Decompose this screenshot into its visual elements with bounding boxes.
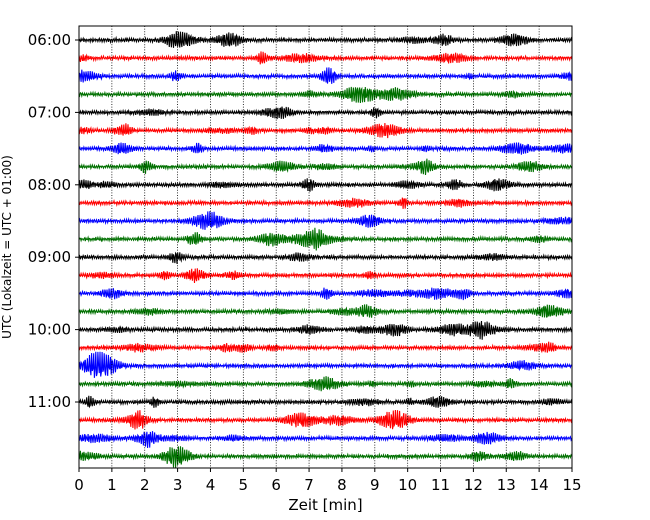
x-tick-label: 10 xyxy=(398,476,417,494)
x-tick-label: 0 xyxy=(74,476,84,494)
plot-frame xyxy=(78,25,573,469)
seismic-trace xyxy=(78,376,573,392)
x-tick-label: 12 xyxy=(464,476,483,494)
x-tick-label: 9 xyxy=(370,476,380,494)
x-tick-label: 15 xyxy=(562,476,581,494)
y-tick-label: 06:00 xyxy=(28,31,71,49)
x-tick-label: 5 xyxy=(239,476,249,494)
x-tick-label: 1 xyxy=(107,476,117,494)
x-tick-label: 3 xyxy=(173,476,183,494)
seismic-trace xyxy=(78,122,573,139)
y-tick-label: 09:00 xyxy=(28,248,71,266)
seismic-trace xyxy=(78,446,573,468)
x-tick-label: 14 xyxy=(530,476,549,494)
seismic-trace xyxy=(78,158,573,176)
x-tick-label: 11 xyxy=(431,476,450,494)
seismic-trace xyxy=(78,211,573,230)
y-tick-label: 07:00 xyxy=(28,103,71,121)
seismic-trace xyxy=(78,227,573,251)
seismic-trace xyxy=(78,178,573,192)
x-tick-label: 6 xyxy=(271,476,281,494)
seismic-trace xyxy=(78,67,573,84)
x-grid xyxy=(111,26,540,468)
seismic-trace xyxy=(78,341,573,354)
seismic-traces xyxy=(78,31,573,468)
y-axis-ticks: 06:00 07:00 08:00 09:00 10:00 11:00 xyxy=(28,31,79,411)
x-axis-ticks: 0 1 2 3 4 5 6 7 8 9 10 11 12 13 14 15 xyxy=(74,468,582,494)
y-tick-label: 11:00 xyxy=(28,393,71,411)
seismic-trace xyxy=(78,287,573,301)
x-tick-label: 7 xyxy=(304,476,314,494)
seismic-trace xyxy=(78,51,573,65)
seismic-trace xyxy=(78,268,573,283)
seismic-trace xyxy=(78,304,573,318)
seismic-trace xyxy=(78,321,573,340)
seismic-trace xyxy=(78,431,573,449)
x-tick-label: 4 xyxy=(206,476,216,494)
x-tick-label: 13 xyxy=(497,476,516,494)
seismic-trace xyxy=(78,409,573,430)
x-axis-label: Zeit [min] xyxy=(288,496,362,514)
seismic-trace xyxy=(78,142,573,155)
seismic-trace xyxy=(78,395,573,409)
seismic-trace xyxy=(78,106,573,120)
seismic-trace xyxy=(78,351,573,378)
x-tick-label: 8 xyxy=(337,476,347,494)
seismic-trace xyxy=(78,86,573,104)
seismic-trace xyxy=(78,251,573,264)
y-tick-label: 10:00 xyxy=(28,321,71,339)
seismic-trace xyxy=(78,31,573,48)
y-axis-label: UTC (Lokalzeit = UTC + 01:00) xyxy=(0,155,14,339)
y-tick-label: 08:00 xyxy=(28,176,71,194)
x-tick-label: 2 xyxy=(140,476,150,494)
seismic-trace xyxy=(78,197,573,209)
